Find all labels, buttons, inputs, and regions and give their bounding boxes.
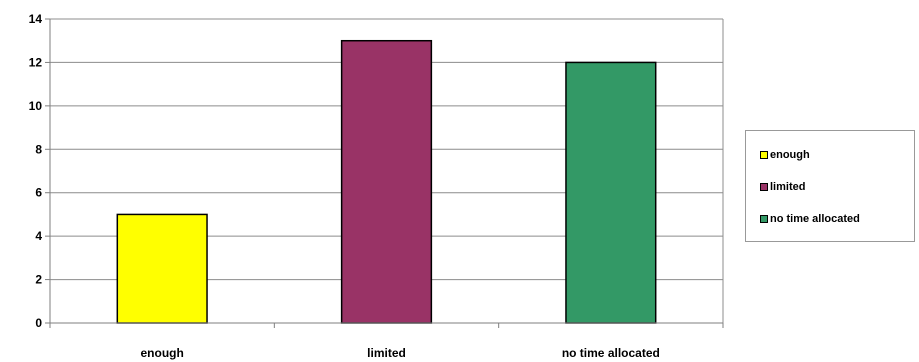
y-tick-label: 12 [29,55,43,69]
x-category-label: limited [367,346,406,360]
y-tick-label: 14 [29,12,43,26]
legend-item-enough: enough [760,149,810,161]
bar-limited [340,39,433,324]
y-tick-label: 4 [35,229,42,243]
x-category-label: enough [141,346,184,360]
y-tick-label: 6 [35,186,42,200]
legend-swatch-enough [760,151,768,159]
x-category-labels: enough limited no time allocated [141,346,660,360]
y-tick-label: 0 [35,316,42,330]
axes [45,18,724,328]
x-category-label: no time allocated [562,346,660,360]
legend-label-limited: limited [770,181,806,193]
legend-label-enough: enough [770,149,810,161]
legend-item-limited: limited [760,181,805,193]
legend-label-no-time-allocated: no time allocated [770,213,860,225]
bars [116,39,657,324]
legend-item-no-time-allocated: no time allocated [760,213,860,225]
bar-no-time-allocated [565,61,657,324]
bar-enough [116,213,208,324]
y-tick-label: 10 [29,99,43,113]
y-tick-labels: 0 2 4 6 8 10 12 14 [29,12,43,330]
legend-swatch-no-time-allocated [760,215,768,223]
legend: enough limited no time allocated [745,130,915,242]
y-tick-label: 8 [35,142,42,156]
legend-swatch-limited [760,183,768,191]
y-tick-label: 2 [35,273,42,287]
